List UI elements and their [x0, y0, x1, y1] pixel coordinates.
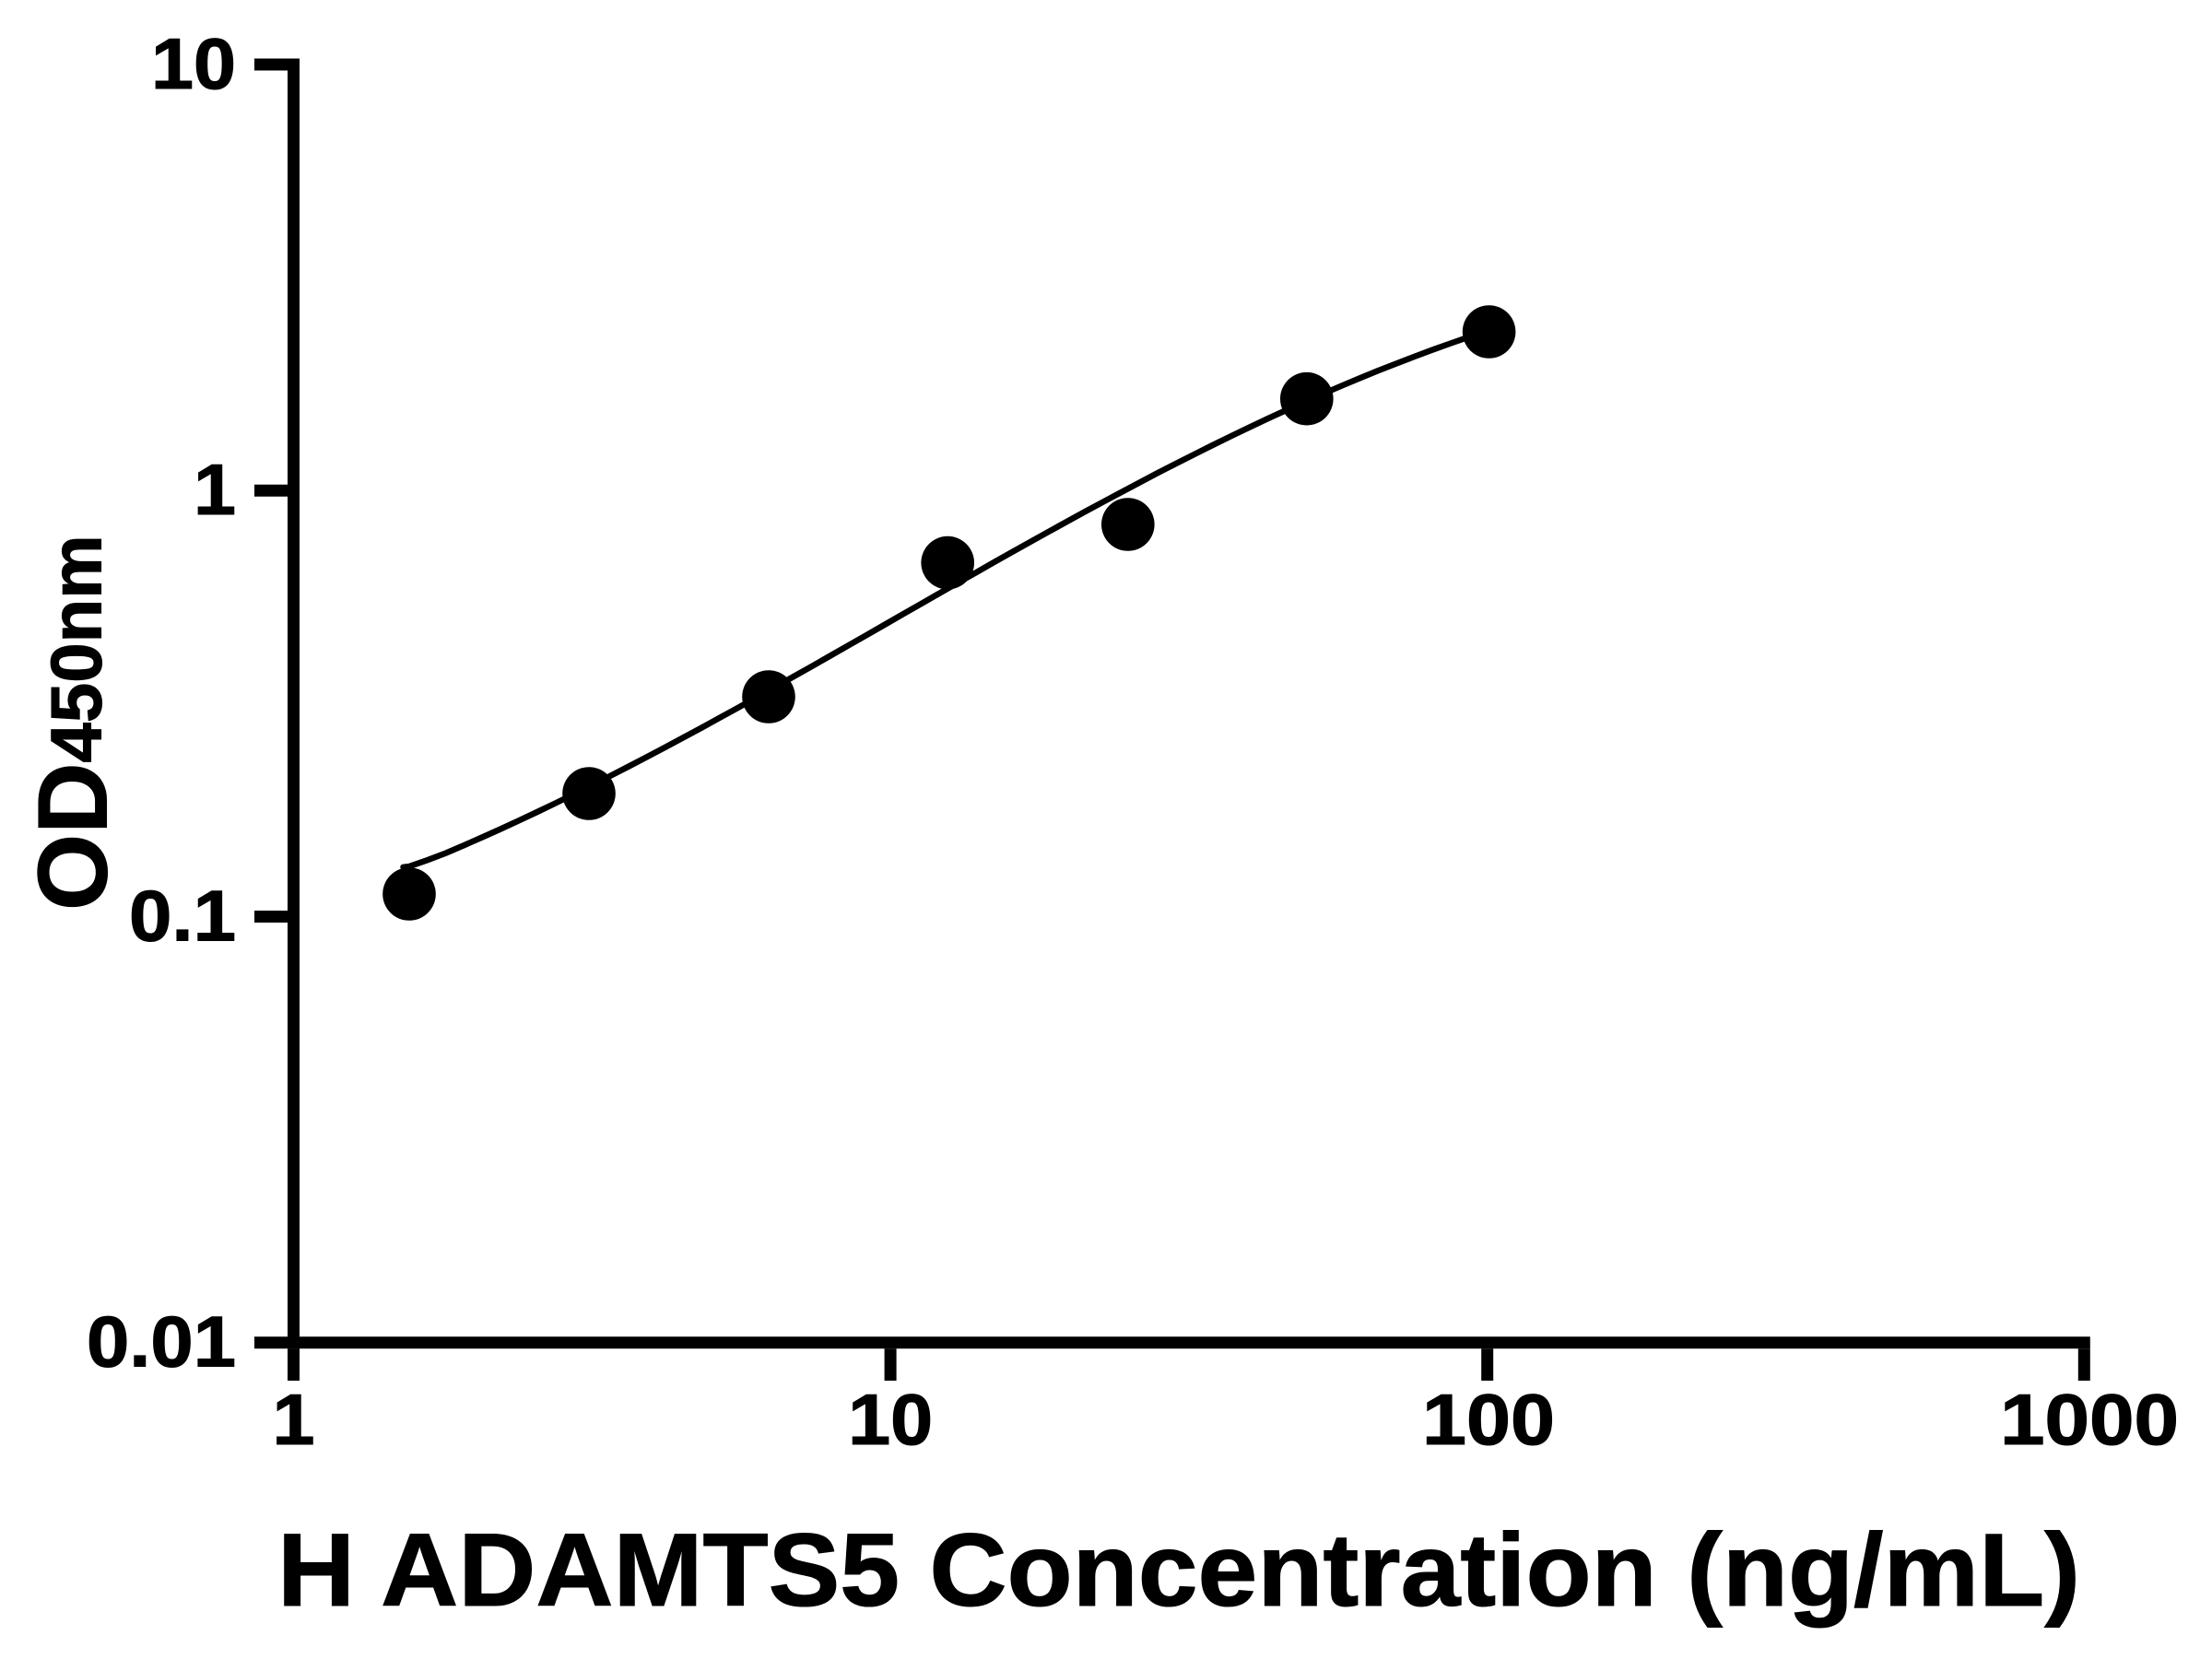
svg-text:10: 10: [151, 23, 236, 104]
svg-text:1: 1: [273, 1379, 315, 1460]
svg-text:H ADAMTS5 Concentration (ng/mL: H ADAMTS5 Concentration (ng/mL): [277, 1512, 2080, 1628]
svg-text:0.1: 0.1: [129, 876, 236, 957]
svg-text:1000: 1000: [2000, 1379, 2179, 1460]
svg-text:10: 10: [848, 1379, 933, 1460]
svg-text:OD450nm: OD450nm: [18, 535, 128, 911]
svg-text:100: 100: [1422, 1379, 1555, 1460]
svg-text:1: 1: [194, 449, 236, 530]
svg-text:0.01: 0.01: [87, 1301, 236, 1382]
